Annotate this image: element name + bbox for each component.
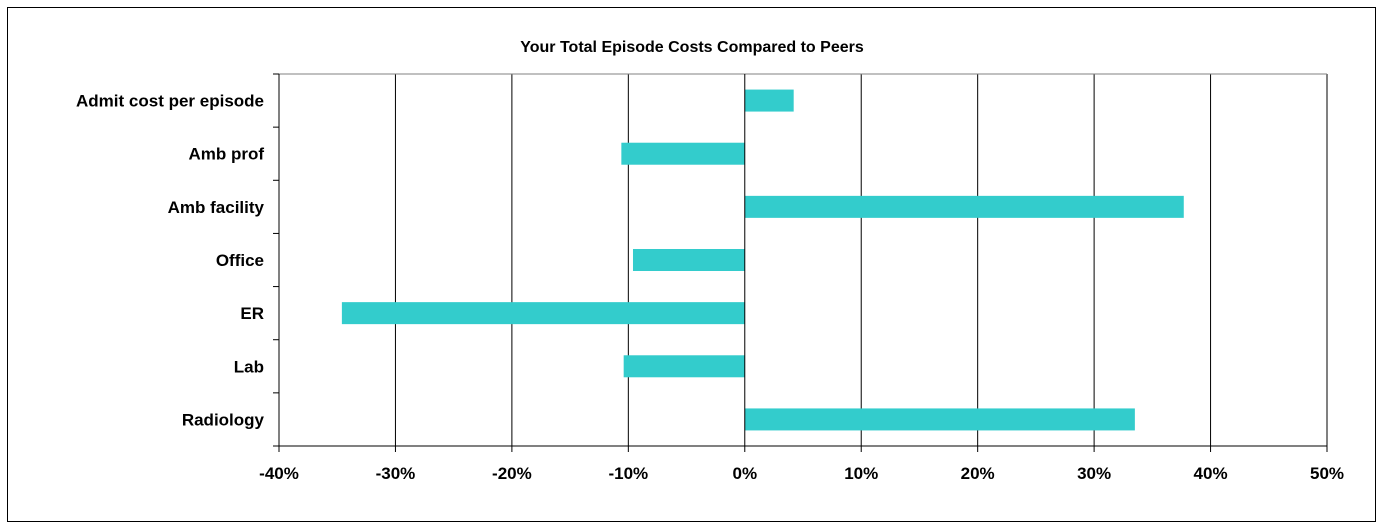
category-label: Lab [234,357,264,376]
bar [623,355,745,378]
x-tick-label: 20% [961,464,995,483]
bar [621,142,745,165]
chart-title: Your Total Episode Costs Compared to Pee… [520,39,864,56]
x-tick-label: -40% [259,464,299,483]
category-label: Admit cost per episode [76,92,264,111]
x-tick-label: 0% [732,464,757,483]
bar [341,302,745,325]
tick-labels: -40% -30% -20% -10% 0% 10% 20% 30% 40% 50% [259,464,1344,483]
x-tick-label: -20% [492,464,532,483]
bars [341,89,1184,431]
bar [744,89,794,112]
bar [744,408,1135,431]
x-tick-label: 30% [1077,464,1111,483]
category-labels: Admit cost per episode Amb prof Amb facili… [76,92,265,430]
category-label: Radiology [182,410,265,429]
gridlines [278,74,1328,446]
x-tick-label: -30% [376,464,416,483]
x-tick-label: 40% [1194,464,1228,483]
axes [273,73,1328,452]
category-label: Amb prof [188,145,264,164]
bar [632,249,745,271]
x-tick-label: 50% [1310,464,1344,483]
x-tick-label: -10% [608,464,648,483]
category-label: Amb facility [168,198,265,217]
x-tick-label: 10% [844,464,878,483]
category-label: ER [240,304,264,323]
bar [744,195,1184,218]
category-label: Office [216,251,264,270]
